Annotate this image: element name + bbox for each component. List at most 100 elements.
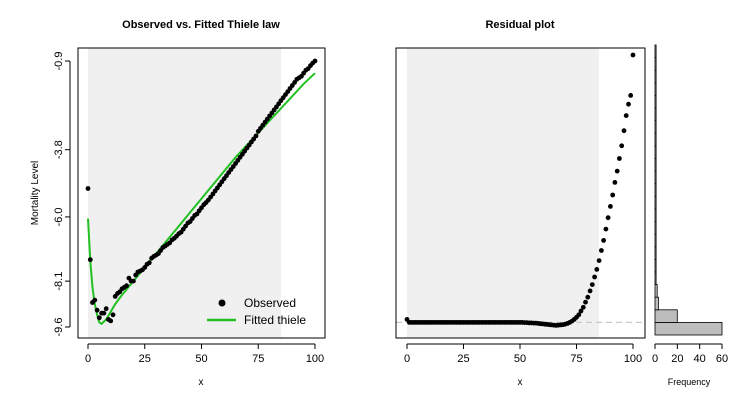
legend-observed-label: Observed xyxy=(244,296,296,310)
histogram-bar xyxy=(654,296,659,311)
histogram-x-tick-label: 60 xyxy=(716,353,728,365)
observed-point xyxy=(253,133,259,139)
residual-point xyxy=(592,274,597,280)
residual-point xyxy=(610,192,616,198)
histogram-x-tick-label: 40 xyxy=(694,353,706,365)
legend-fitted-label: Fitted thiele xyxy=(244,313,306,327)
residual-plot-frame xyxy=(395,47,646,339)
residual-point xyxy=(578,308,584,314)
histogram-bar xyxy=(654,284,658,298)
observed-point xyxy=(146,260,152,266)
residual-x-axis-label: x xyxy=(518,377,523,388)
observed-point xyxy=(103,306,109,312)
left-plot-panel: 0 25 50 75 100 -9.6 -8.1 -6.0 -3.8 -0.9 x Mortal… xyxy=(30,47,326,388)
residual-plot-panel: 0 25 50 75 100 x xyxy=(395,47,646,388)
residual-point xyxy=(619,143,625,149)
residual-point xyxy=(589,282,595,287)
histogram-bar xyxy=(654,309,678,323)
histogram-bar xyxy=(654,208,657,222)
residual-point xyxy=(599,248,604,253)
left-plot-frame xyxy=(77,47,326,339)
residual-point xyxy=(587,288,593,294)
right-chart-title: Residual plot xyxy=(485,19,554,31)
residual-points xyxy=(404,52,636,328)
residual-x-tick-label: 50 xyxy=(514,353,526,365)
histogram-bar xyxy=(654,258,657,273)
residual-point xyxy=(596,258,602,263)
residual-point xyxy=(628,93,634,98)
left-x-axis-label: x xyxy=(199,377,204,388)
residual-point xyxy=(580,304,586,310)
histogram-x-tick-label: 0 xyxy=(652,353,658,365)
histogram-bar xyxy=(654,321,723,336)
histogram-bar xyxy=(654,246,657,260)
left-y-axis: -9.6 -8.1 -6.0 -3.8 -0.9 xyxy=(53,52,71,337)
histogram-bar xyxy=(654,107,657,122)
residual-x-tick-label: 100 xyxy=(624,353,642,365)
residual-histogram-panel: 0 20 40 60 Frequency xyxy=(652,44,728,387)
histogram-bar xyxy=(654,82,657,96)
observed-point xyxy=(94,307,100,313)
residual-point xyxy=(623,113,629,118)
observed-point xyxy=(87,257,93,263)
residual-x-tick-label: 75 xyxy=(570,353,582,365)
residual-point xyxy=(614,168,620,174)
histogram-bar xyxy=(654,44,657,59)
histogram-bar xyxy=(654,69,657,84)
residual-point xyxy=(621,128,627,134)
residual-point xyxy=(603,226,609,232)
left-chart-title: Observed vs. Fitted Thiele law xyxy=(122,19,280,31)
observed-point xyxy=(96,315,102,321)
left-x-tick-label: 75 xyxy=(252,353,264,365)
histogram-bar xyxy=(654,95,657,109)
histogram-x-tick-label: 20 xyxy=(671,353,683,365)
residual-point xyxy=(617,156,622,161)
residual-x-tick-label: 0 xyxy=(404,353,410,365)
histogram-bar xyxy=(654,183,657,197)
histogram-bar xyxy=(654,271,657,285)
left-y-tick-label: -8.1 xyxy=(53,272,65,291)
histogram-bar xyxy=(654,145,657,159)
residual-point xyxy=(626,101,631,107)
left-x-tick-label: 0 xyxy=(85,353,91,365)
left-x-axis: 0 25 50 75 100 xyxy=(85,343,324,365)
left-x-tick-label: 50 xyxy=(195,353,207,365)
left-y-tick-label: -3.8 xyxy=(53,140,65,159)
histogram-x-axis: 0 20 40 60 xyxy=(652,343,728,365)
observed-points xyxy=(85,58,318,324)
histogram-bar xyxy=(654,120,657,134)
left-x-tick-label: 100 xyxy=(306,353,324,365)
residual-shaded-region xyxy=(407,48,600,338)
observed-point xyxy=(110,312,116,318)
observed-point xyxy=(312,58,318,64)
residual-point xyxy=(583,299,588,305)
histogram-bars xyxy=(654,44,723,336)
left-y-tick-label: -6.0 xyxy=(53,207,65,226)
histogram-bar xyxy=(654,195,657,210)
residual-point xyxy=(605,215,611,221)
observed-point xyxy=(108,318,114,324)
residual-x-axis: 0 25 50 75 100 xyxy=(404,343,642,365)
histogram-bar xyxy=(654,170,657,185)
residual-point xyxy=(608,204,613,209)
histogram-bar xyxy=(654,221,657,235)
legend-observed-marker xyxy=(218,299,226,307)
histogram-x-axis-label: Frequency xyxy=(668,377,711,387)
residual-point xyxy=(612,180,618,185)
residual-x-tick-label: 25 xyxy=(457,353,469,365)
residual-point xyxy=(594,267,600,272)
histogram-bar xyxy=(654,132,657,147)
histogram-bar xyxy=(654,158,657,172)
histogram-bar xyxy=(654,233,657,248)
left-y-tick-label: -9.6 xyxy=(53,318,65,337)
left-y-axis-label: Mortality Level xyxy=(30,161,41,225)
observed-point xyxy=(131,278,136,284)
observed-point xyxy=(92,297,98,303)
left-y-tick-label: -0.9 xyxy=(53,52,65,71)
observed-point xyxy=(85,186,91,191)
histogram-bar xyxy=(654,57,657,71)
residual-point xyxy=(585,294,591,300)
residual-point xyxy=(630,52,636,58)
legend: Observed Fitted thiele xyxy=(207,296,306,327)
